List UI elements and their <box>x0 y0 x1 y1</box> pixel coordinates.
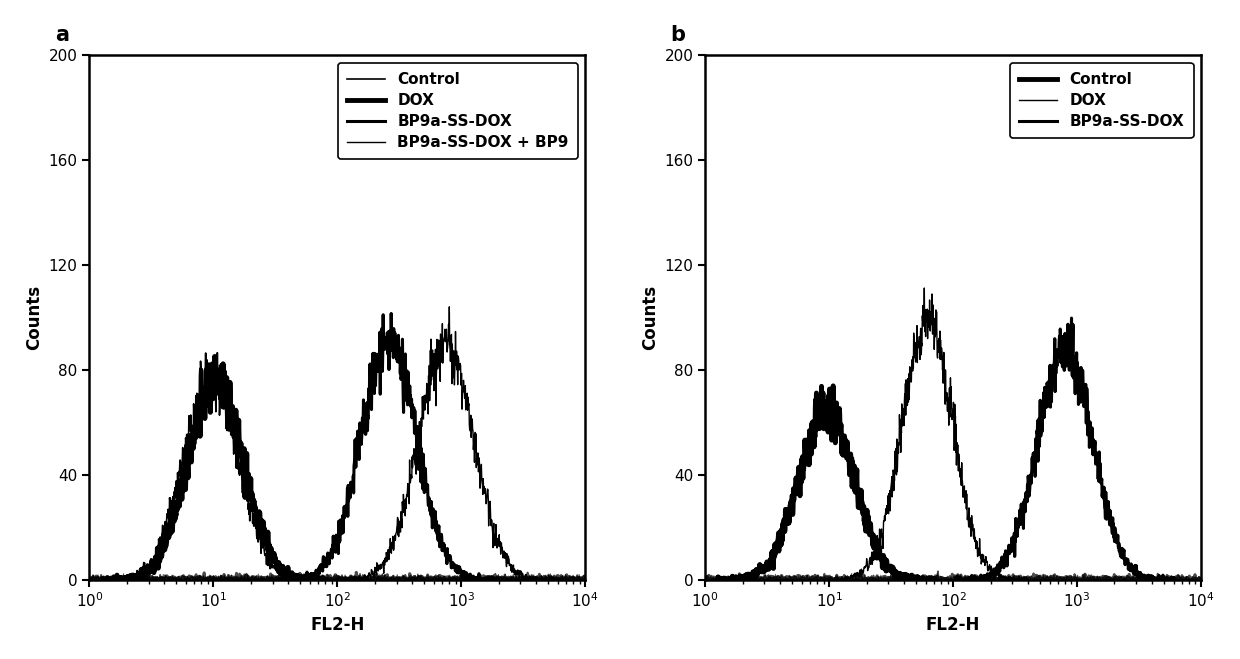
BP9a-SS-DOX <box>1167 574 1182 582</box>
Control <box>223 424 238 432</box>
BP9a-SS-DOX + BP9 <box>428 402 443 410</box>
BP9a-SS-DOX + BP9 <box>386 537 401 545</box>
BP9a-SS-DOX <box>1114 553 1128 561</box>
BP9a-SS-DOX <box>438 548 453 556</box>
Control <box>766 565 781 573</box>
BP9a-SS-DOX + BP9 <box>330 576 345 584</box>
Text: a: a <box>55 24 68 45</box>
Line: Control: Control <box>102 353 320 580</box>
DOX <box>937 366 952 374</box>
Control <box>749 570 764 578</box>
BP9a-SS-DOX <box>1064 314 1079 322</box>
Control <box>874 555 889 563</box>
Y-axis label: Counts: Counts <box>25 285 43 350</box>
Line: DOX: DOX <box>107 357 325 580</box>
Control <box>838 447 853 455</box>
BP9a-SS-DOX + BP9 <box>495 546 510 554</box>
Line: Control: Control <box>717 386 935 580</box>
DOX <box>207 353 222 360</box>
X-axis label: FL2-H: FL2-H <box>310 616 365 634</box>
BP9a-SS-DOX + BP9 <box>368 567 383 575</box>
DOX <box>954 480 968 488</box>
BP9a-SS-DOX <box>329 531 343 539</box>
BP9a-SS-DOX <box>273 575 288 583</box>
BP9a-SS-DOX <box>273 576 288 584</box>
BP9a-SS-DOX <box>1048 387 1063 395</box>
BP9a-SS-DOX + BP9 <box>441 303 456 311</box>
BP9a-SS-DOX <box>383 310 398 318</box>
DOX <box>155 538 170 546</box>
BP9a-SS-DOX <box>950 576 965 584</box>
Line: BP9a-SS-DOX: BP9a-SS-DOX <box>280 314 498 580</box>
BP9a-SS-DOX <box>1078 395 1092 403</box>
BP9a-SS-DOX <box>1006 547 1021 555</box>
Control <box>808 413 823 421</box>
Line: BP9a-SS-DOX: BP9a-SS-DOX <box>956 318 1174 580</box>
BP9a-SS-DOX <box>371 364 386 372</box>
BP9a-SS-DOX + BP9 <box>330 576 345 584</box>
Line: BP9a-SS-DOX + BP9: BP9a-SS-DOX + BP9 <box>337 307 556 580</box>
Legend: Control, DOX, BP9a-SS-DOX, BP9a-SS-DOX + BP9: Control, DOX, BP9a-SS-DOX, BP9a-SS-DOX +… <box>337 63 578 159</box>
Line: DOX: DOX <box>828 288 1027 580</box>
BP9a-SS-DOX <box>987 567 1002 575</box>
DOX <box>99 576 114 584</box>
DOX <box>910 337 925 345</box>
BP9a-SS-DOX <box>1095 488 1110 496</box>
Control <box>312 576 327 584</box>
BP9a-SS-DOX + BP9 <box>548 576 563 584</box>
Control <box>259 551 274 559</box>
DOX <box>1019 573 1034 581</box>
Control <box>826 382 841 389</box>
DOX <box>264 545 279 553</box>
DOX <box>971 544 986 552</box>
Y-axis label: Counts: Counts <box>641 285 658 350</box>
Control <box>192 384 207 391</box>
Control <box>210 349 224 357</box>
Control <box>856 507 870 515</box>
BP9a-SS-DOX + BP9 <box>459 403 474 411</box>
DOX <box>138 566 153 574</box>
BP9a-SS-DOX <box>402 394 417 402</box>
DOX <box>872 539 887 547</box>
DOX <box>856 569 870 577</box>
Control <box>150 561 165 569</box>
Control <box>241 494 255 502</box>
X-axis label: FL2-H: FL2-H <box>926 616 981 634</box>
BP9a-SS-DOX <box>949 574 963 582</box>
Legend: Control, DOX, BP9a-SS-DOX: Control, DOX, BP9a-SS-DOX <box>1011 63 1194 138</box>
BP9a-SS-DOX <box>311 564 326 572</box>
Control <box>133 569 148 577</box>
DOX <box>198 386 213 393</box>
DOX <box>317 576 332 584</box>
BP9a-SS-DOX <box>419 488 434 496</box>
BP9a-SS-DOX <box>491 576 506 584</box>
BP9a-SS-DOX + BP9 <box>476 474 491 482</box>
Control <box>928 576 942 584</box>
DOX <box>228 406 243 414</box>
DOX <box>246 504 260 512</box>
Control <box>709 576 724 584</box>
Control <box>94 576 109 584</box>
DOX <box>821 576 836 584</box>
DOX <box>916 284 931 292</box>
Text: b: b <box>671 24 686 45</box>
